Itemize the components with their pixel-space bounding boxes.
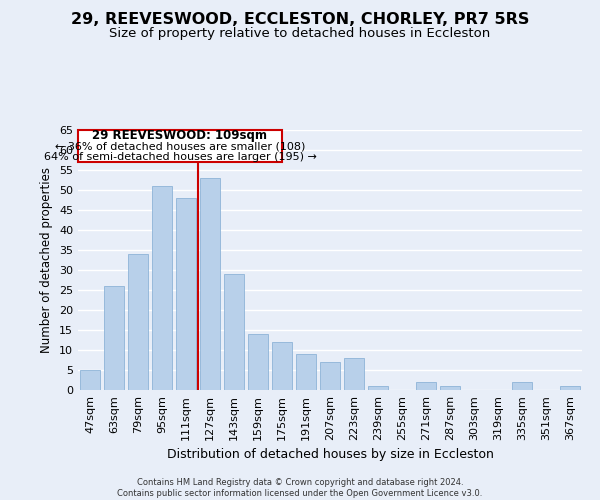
X-axis label: Distribution of detached houses by size in Eccleston: Distribution of detached houses by size …	[167, 448, 493, 462]
Bar	[296, 354, 316, 390]
Y-axis label: Number of detached properties: Number of detached properties	[40, 167, 53, 353]
Bar	[176, 198, 196, 390]
Bar	[104, 286, 124, 390]
Bar	[368, 386, 388, 390]
Text: ← 36% of detached houses are smaller (108): ← 36% of detached houses are smaller (10…	[55, 142, 305, 152]
Bar	[440, 386, 460, 390]
Text: 64% of semi-detached houses are larger (195) →: 64% of semi-detached houses are larger (…	[44, 152, 316, 162]
Bar	[224, 274, 244, 390]
Text: 29, REEVESWOOD, ECCLESTON, CHORLEY, PR7 5RS: 29, REEVESWOOD, ECCLESTON, CHORLEY, PR7 …	[71, 12, 529, 28]
Bar	[416, 382, 436, 390]
Bar	[344, 358, 364, 390]
Bar	[200, 178, 220, 390]
Text: Contains HM Land Registry data © Crown copyright and database right 2024.
Contai: Contains HM Land Registry data © Crown c…	[118, 478, 482, 498]
Bar	[560, 386, 580, 390]
Bar	[80, 370, 100, 390]
Text: Size of property relative to detached houses in Eccleston: Size of property relative to detached ho…	[109, 28, 491, 40]
Bar	[248, 334, 268, 390]
Bar	[128, 254, 148, 390]
Bar	[272, 342, 292, 390]
Text: 29 REEVESWOOD: 109sqm: 29 REEVESWOOD: 109sqm	[92, 130, 268, 142]
Bar	[320, 362, 340, 390]
FancyBboxPatch shape	[78, 130, 282, 162]
Bar	[512, 382, 532, 390]
Bar	[152, 186, 172, 390]
